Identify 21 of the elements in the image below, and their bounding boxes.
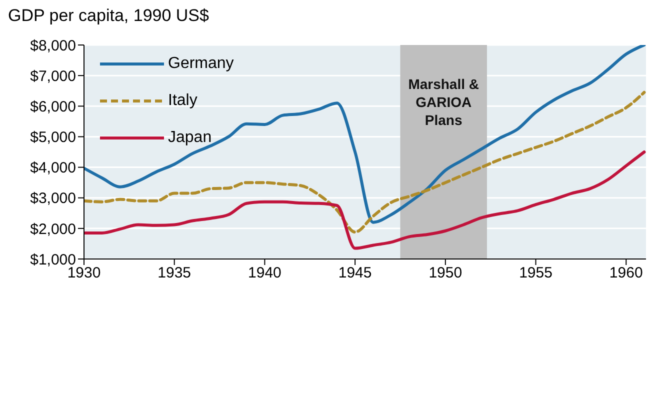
y-tick-label: $3,000	[30, 190, 76, 208]
chart-title: GDP per capita, 1990 US$	[8, 6, 209, 26]
y-tick-label: $5,000	[30, 129, 76, 146]
x-tick-label: 1955	[519, 264, 552, 282]
line-series	[84, 150, 646, 250]
line-series	[84, 90, 646, 234]
x-tick-label: 1950	[428, 264, 462, 282]
y-tick-label: $4,000	[30, 160, 76, 177]
x-tick-label: 1935	[158, 264, 192, 282]
y-tick-label: $8,000	[30, 37, 76, 54]
legend-label: Japan	[168, 128, 212, 146]
x-tick-label: 1960	[609, 264, 643, 282]
x-tick-label: 1945	[338, 264, 372, 282]
legend-label: Germany	[168, 54, 234, 72]
y-tick-label: $7,000	[30, 68, 76, 85]
legend-label: Italy	[168, 92, 198, 110]
x-tick-label: 1940	[248, 264, 282, 282]
y-tick-label: $2,000	[30, 220, 76, 238]
line-series	[84, 45, 646, 224]
band-label: Marshall & GARIOA Plans	[408, 76, 480, 128]
y-tick-label: $6,000	[30, 98, 76, 116]
